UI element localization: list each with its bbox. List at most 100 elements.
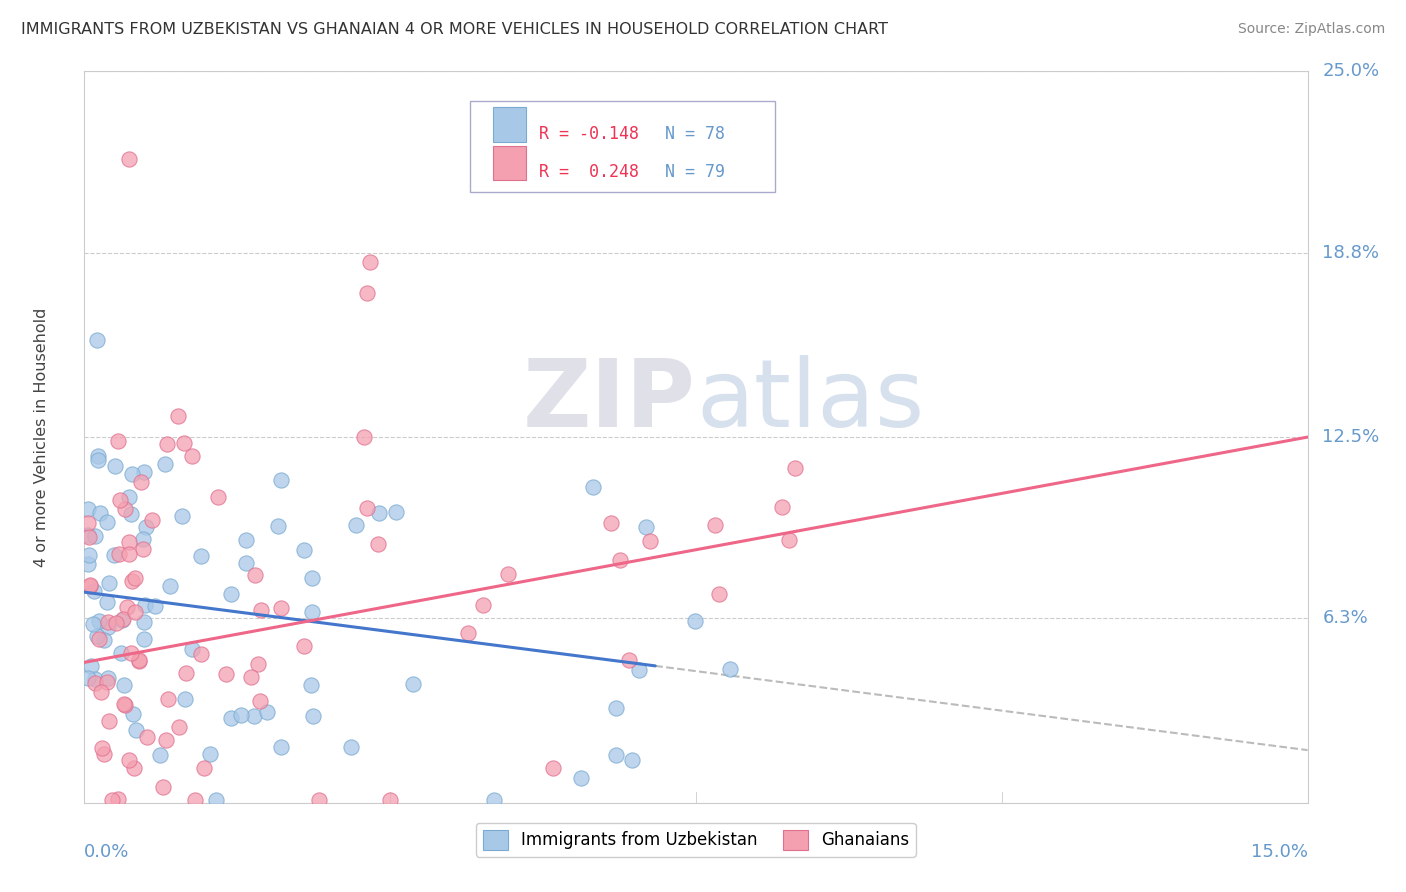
Point [156, 691, 179, 706]
Point [125, 723, 148, 737]
Point [620, 753, 643, 767]
Point [173, 435, 195, 450]
Point [132, 615, 155, 629]
Point [184, 793, 207, 807]
Point [89, 506, 111, 520]
Point [484, 793, 506, 807]
Point [121, 574, 143, 588]
Point [107, 547, 129, 561]
Point [634, 520, 657, 534]
Point [77, 557, 100, 571]
Point [156, 437, 179, 451]
Point [778, 533, 800, 547]
Point [112, 678, 135, 692]
Point [129, 475, 152, 490]
Point [785, 461, 807, 475]
Point [84, 529, 107, 543]
Point [638, 534, 661, 549]
Point [77, 671, 100, 685]
Point [605, 747, 627, 762]
Point [703, 518, 725, 533]
Point [96, 594, 118, 608]
Point [718, 662, 741, 676]
Point [122, 706, 145, 721]
Point [80, 659, 103, 673]
Point [204, 793, 226, 807]
Point [79, 579, 101, 593]
Point [256, 705, 278, 719]
Point [134, 599, 156, 613]
Point [132, 466, 155, 480]
Point [496, 567, 519, 582]
Text: 15.0%: 15.0% [1250, 843, 1308, 861]
Point [457, 626, 479, 640]
Point [112, 612, 135, 626]
Point [181, 642, 204, 657]
Legend: Immigrants from Uzbekistan, Ghanaians: Immigrants from Uzbekistan, Ghanaians [477, 823, 915, 856]
Point [215, 666, 238, 681]
Point [471, 598, 494, 612]
FancyBboxPatch shape [494, 146, 526, 180]
Text: 25.0%: 25.0% [1322, 62, 1379, 80]
Point [368, 506, 391, 520]
Point [120, 646, 142, 660]
Point [77, 528, 100, 542]
Point [107, 792, 129, 806]
Point [124, 605, 146, 619]
Point [110, 646, 132, 660]
Point [609, 553, 631, 567]
Point [93, 633, 115, 648]
Text: ZIP: ZIP [523, 354, 696, 447]
Text: 12.5%: 12.5% [1322, 428, 1379, 446]
Point [384, 506, 406, 520]
Point [117, 753, 139, 767]
Point [193, 761, 215, 775]
Point [356, 501, 378, 516]
Point [87, 632, 110, 646]
Text: 0.0%: 0.0% [84, 843, 129, 861]
Point [112, 698, 135, 712]
Point [174, 666, 197, 681]
Point [122, 761, 145, 775]
Point [132, 532, 155, 546]
Point [294, 639, 316, 653]
Point [114, 698, 136, 712]
Point [166, 409, 188, 423]
Point [235, 557, 257, 571]
Text: 18.8%: 18.8% [1322, 244, 1379, 261]
Point [79, 578, 101, 592]
Point [82, 616, 104, 631]
Point [617, 653, 640, 667]
Point [77, 548, 100, 562]
Point [600, 516, 623, 531]
Point [84, 672, 107, 686]
Point [121, 507, 143, 521]
Point [77, 516, 100, 531]
Point [118, 490, 141, 504]
Point [247, 657, 270, 671]
Point [86, 449, 108, 463]
Point [141, 513, 163, 527]
Point [101, 793, 124, 807]
Point [240, 670, 263, 684]
Point [108, 492, 131, 507]
Point [207, 490, 229, 504]
Text: N = 79: N = 79 [665, 163, 725, 181]
Point [96, 674, 118, 689]
Point [249, 603, 271, 617]
Point [103, 549, 125, 563]
Point [301, 571, 323, 585]
Point [190, 648, 212, 662]
Point [83, 584, 105, 599]
Point [301, 605, 323, 619]
Point [86, 453, 108, 467]
Point [198, 747, 221, 761]
Point [93, 747, 115, 761]
Point [267, 519, 290, 533]
Point [118, 152, 141, 166]
Point [270, 740, 292, 755]
Point [685, 614, 707, 628]
Point [159, 579, 181, 593]
Point [270, 600, 292, 615]
Point [219, 711, 242, 725]
